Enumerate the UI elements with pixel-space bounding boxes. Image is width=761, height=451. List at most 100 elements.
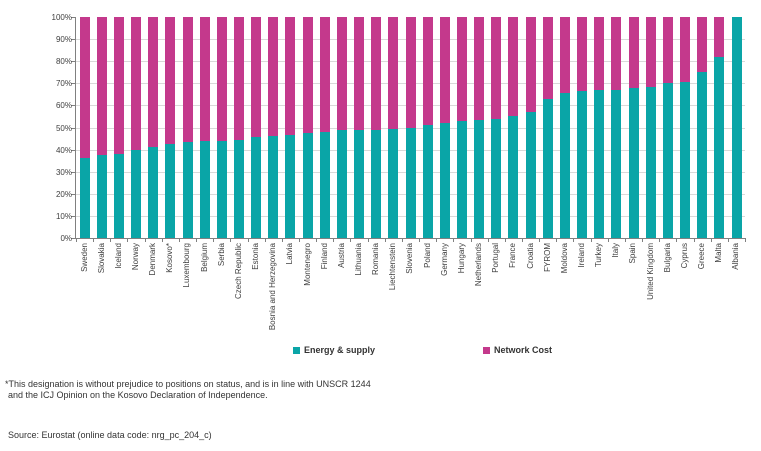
stacked-bar[interactable] <box>662 17 673 238</box>
segment-network-cost[interactable] <box>148 17 159 148</box>
stacked-bar[interactable] <box>474 17 485 238</box>
stacked-bar[interactable] <box>680 17 691 238</box>
stacked-bar[interactable] <box>233 17 244 238</box>
stacked-bar[interactable] <box>148 17 159 238</box>
segment-energy-supply[interactable] <box>577 91 588 238</box>
segment-network-cost[interactable] <box>577 17 588 92</box>
segment-network-cost[interactable] <box>113 17 124 155</box>
segment-network-cost[interactable] <box>559 17 570 94</box>
segment-energy-supply[interactable] <box>611 89 622 238</box>
stacked-bar[interactable] <box>302 17 313 238</box>
segment-energy-supply[interactable] <box>474 119 485 238</box>
segment-network-cost[interactable] <box>354 17 365 130</box>
segment-energy-supply[interactable] <box>79 158 90 238</box>
segment-network-cost[interactable] <box>96 17 107 156</box>
stacked-bar[interactable] <box>251 17 262 238</box>
stacked-bar[interactable] <box>96 17 107 238</box>
stacked-bar[interactable] <box>611 17 622 238</box>
stacked-bar[interactable] <box>542 17 553 238</box>
segment-energy-supply[interactable] <box>628 87 639 238</box>
segment-network-cost[interactable] <box>79 17 90 159</box>
segment-energy-supply[interactable] <box>525 112 536 238</box>
segment-network-cost[interactable] <box>594 17 605 90</box>
stacked-bar[interactable] <box>165 17 176 238</box>
segment-energy-supply[interactable] <box>251 137 262 238</box>
segment-energy-supply[interactable] <box>714 56 725 238</box>
segment-energy-supply[interactable] <box>457 120 468 238</box>
stacked-bar[interactable] <box>508 17 519 238</box>
stacked-bar[interactable] <box>354 17 365 238</box>
segment-network-cost[interactable] <box>251 17 262 138</box>
stacked-bar[interactable] <box>113 17 124 238</box>
segment-network-cost[interactable] <box>474 17 485 120</box>
segment-energy-supply[interactable] <box>491 118 502 238</box>
segment-energy-supply[interactable] <box>268 136 279 238</box>
segment-energy-supply[interactable] <box>182 141 193 238</box>
segment-network-cost[interactable] <box>525 17 536 113</box>
segment-energy-supply[interactable] <box>148 147 159 238</box>
stacked-bar[interactable] <box>268 17 279 238</box>
segment-network-cost[interactable] <box>542 17 553 99</box>
segment-network-cost[interactable] <box>628 17 639 88</box>
stacked-bar[interactable] <box>79 17 90 238</box>
segment-network-cost[interactable] <box>371 17 382 130</box>
segment-energy-supply[interactable] <box>542 98 553 238</box>
segment-energy-supply[interactable] <box>731 17 742 238</box>
segment-network-cost[interactable] <box>388 17 399 129</box>
segment-network-cost[interactable] <box>645 17 656 87</box>
segment-energy-supply[interactable] <box>422 125 433 238</box>
segment-network-cost[interactable] <box>165 17 176 145</box>
segment-network-cost[interactable] <box>182 17 193 142</box>
stacked-bar[interactable] <box>182 17 193 238</box>
segment-energy-supply[interactable] <box>662 83 673 238</box>
stacked-bar[interactable] <box>422 17 433 238</box>
stacked-bar[interactable] <box>491 17 502 238</box>
stacked-bar[interactable] <box>336 17 347 238</box>
segment-energy-supply[interactable] <box>165 144 176 238</box>
stacked-bar[interactable] <box>371 17 382 238</box>
stacked-bar[interactable] <box>628 17 639 238</box>
stacked-bar[interactable] <box>731 17 742 238</box>
segment-energy-supply[interactable] <box>319 131 330 238</box>
segment-energy-supply[interactable] <box>131 149 142 238</box>
stacked-bar[interactable] <box>525 17 536 238</box>
stacked-bar[interactable] <box>405 17 416 238</box>
segment-energy-supply[interactable] <box>697 72 708 238</box>
segment-energy-supply[interactable] <box>96 155 107 238</box>
stacked-bar[interactable] <box>388 17 399 238</box>
segment-network-cost[interactable] <box>714 17 725 57</box>
stacked-bar[interactable] <box>319 17 330 238</box>
segment-energy-supply[interactable] <box>645 86 656 238</box>
segment-energy-supply[interactable] <box>336 129 347 238</box>
segment-network-cost[interactable] <box>285 17 296 136</box>
segment-network-cost[interactable] <box>457 17 468 121</box>
segment-energy-supply[interactable] <box>388 128 399 238</box>
segment-network-cost[interactable] <box>336 17 347 130</box>
segment-network-cost[interactable] <box>491 17 502 119</box>
stacked-bar[interactable] <box>457 17 468 238</box>
segment-network-cost[interactable] <box>508 17 519 117</box>
stacked-bar[interactable] <box>216 17 227 238</box>
segment-network-cost[interactable] <box>680 17 691 83</box>
segment-network-cost[interactable] <box>697 17 708 73</box>
segment-network-cost[interactable] <box>405 17 416 128</box>
segment-network-cost[interactable] <box>611 17 622 90</box>
stacked-bar[interactable] <box>645 17 656 238</box>
segment-energy-supply[interactable] <box>216 140 227 238</box>
segment-network-cost[interactable] <box>268 17 279 137</box>
segment-energy-supply[interactable] <box>405 127 416 238</box>
segment-energy-supply[interactable] <box>302 133 313 238</box>
segment-network-cost[interactable] <box>302 17 313 134</box>
segment-network-cost[interactable] <box>319 17 330 132</box>
stacked-bar[interactable] <box>285 17 296 238</box>
stacked-bar[interactable] <box>559 17 570 238</box>
segment-energy-supply[interactable] <box>113 154 124 238</box>
segment-network-cost[interactable] <box>662 17 673 84</box>
segment-energy-supply[interactable] <box>199 140 210 238</box>
stacked-bar[interactable] <box>714 17 725 238</box>
segment-energy-supply[interactable] <box>233 139 244 238</box>
segment-network-cost[interactable] <box>199 17 210 141</box>
segment-network-cost[interactable] <box>131 17 142 150</box>
segment-energy-supply[interactable] <box>285 135 296 238</box>
segment-energy-supply[interactable] <box>354 129 365 238</box>
